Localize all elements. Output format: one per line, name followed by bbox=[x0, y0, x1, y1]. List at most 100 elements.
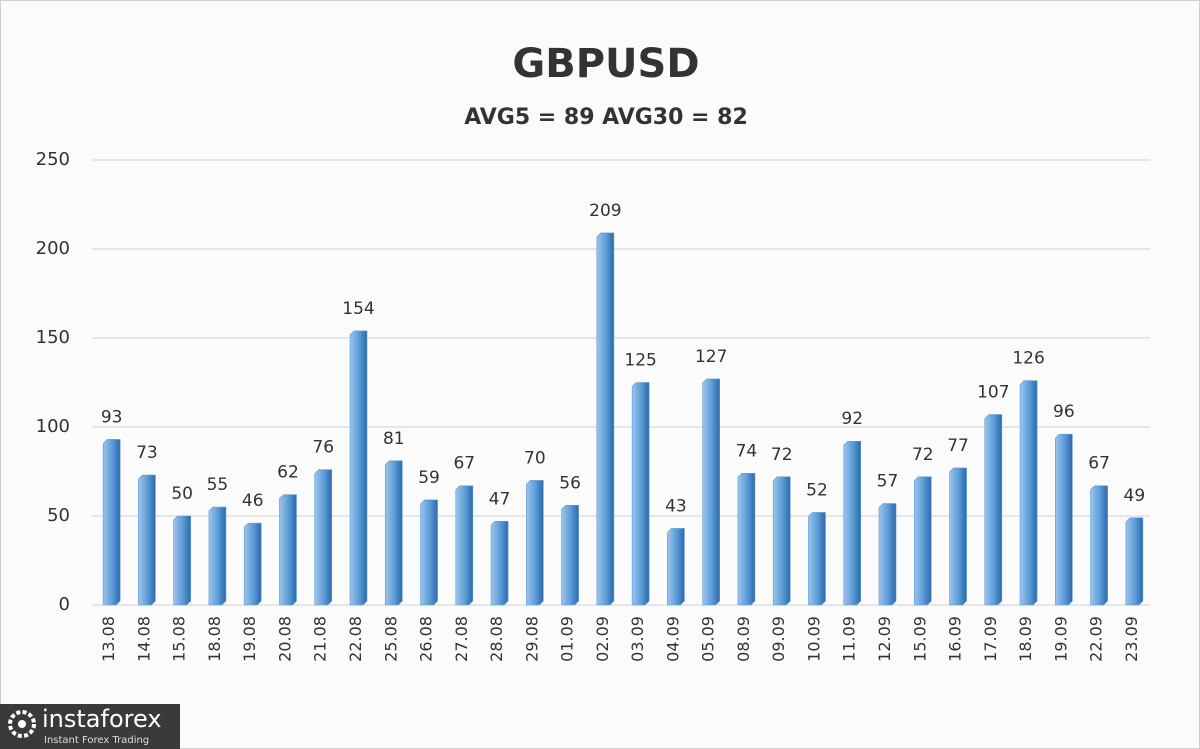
x-tick-label: 18.08 bbox=[205, 616, 224, 662]
logo-name: instaforex bbox=[42, 705, 162, 733]
x-tick-label: 02.09 bbox=[593, 616, 612, 662]
x-tick-label: 16.09 bbox=[946, 616, 965, 662]
x-tick-label: 22.08 bbox=[346, 616, 365, 662]
y-tick-label: 200 bbox=[36, 238, 70, 259]
x-tick-label: 26.08 bbox=[417, 616, 436, 662]
x-tick-label: 12.09 bbox=[875, 616, 894, 662]
bar bbox=[631, 382, 650, 606]
bar bbox=[208, 506, 227, 606]
x-tick-label: 05.09 bbox=[699, 616, 718, 662]
value-label: 125 bbox=[624, 351, 656, 371]
x-tick-label: 20.08 bbox=[275, 616, 294, 662]
logo: instaforex Instant Forex Trading bbox=[0, 704, 180, 749]
x-tick-label: 15.09 bbox=[910, 616, 929, 662]
value-label: 127 bbox=[695, 347, 727, 367]
value-label: 81 bbox=[383, 429, 405, 449]
x-tick-label: 21.08 bbox=[311, 616, 330, 662]
bar bbox=[949, 467, 967, 606]
bar bbox=[702, 378, 720, 606]
value-label: 67 bbox=[1088, 454, 1110, 474]
bar bbox=[1090, 485, 1108, 606]
x-tick-label: 22.09 bbox=[1087, 616, 1106, 662]
value-label: 77 bbox=[947, 436, 969, 456]
value-label: 43 bbox=[665, 496, 687, 516]
value-label: 74 bbox=[736, 441, 758, 461]
bar bbox=[279, 494, 297, 606]
x-tick-label: 27.08 bbox=[452, 616, 471, 662]
bar bbox=[102, 439, 121, 606]
y-tick-label: 0 bbox=[59, 594, 70, 615]
value-label: 52 bbox=[806, 480, 828, 500]
value-label: 49 bbox=[1124, 486, 1146, 506]
x-tick-label: 08.09 bbox=[734, 616, 753, 662]
bar bbox=[526, 480, 544, 606]
logo-icon bbox=[8, 710, 36, 738]
x-tick-label: 23.09 bbox=[1122, 616, 1141, 662]
value-label: 72 bbox=[912, 445, 934, 465]
value-label: 59 bbox=[418, 468, 440, 488]
bar bbox=[314, 469, 333, 606]
bar bbox=[490, 521, 509, 606]
bar bbox=[984, 414, 1003, 606]
value-label: 107 bbox=[977, 383, 1009, 403]
value-label: 154 bbox=[342, 299, 374, 319]
value-label: 56 bbox=[559, 473, 581, 493]
x-tick-label: 03.09 bbox=[628, 616, 647, 662]
y-tick-label: 100 bbox=[36, 416, 70, 437]
x-tick-label: 01.09 bbox=[558, 616, 577, 662]
bar bbox=[878, 503, 897, 606]
logo-background bbox=[0, 704, 180, 749]
value-label: 55 bbox=[207, 475, 229, 495]
value-label: 57 bbox=[877, 472, 899, 492]
bar bbox=[349, 330, 368, 606]
x-tick-label: 13.08 bbox=[99, 616, 118, 662]
x-tick-label: 04.09 bbox=[663, 616, 682, 662]
value-label: 96 bbox=[1053, 402, 1075, 422]
value-label: 76 bbox=[312, 438, 334, 458]
x-tick-label: 19.08 bbox=[240, 616, 259, 662]
value-label: 92 bbox=[841, 409, 863, 429]
y-tick-label: 150 bbox=[36, 327, 70, 348]
x-tick-label: 19.09 bbox=[1051, 616, 1070, 662]
value-label: 93 bbox=[101, 407, 123, 427]
logo-icon-center bbox=[18, 720, 26, 728]
value-label: 47 bbox=[489, 489, 511, 509]
value-label: 70 bbox=[524, 448, 546, 468]
bar bbox=[772, 476, 791, 606]
bar bbox=[843, 440, 862, 606]
bar bbox=[913, 476, 932, 606]
bar bbox=[384, 460, 403, 606]
value-label: 67 bbox=[453, 454, 475, 474]
bar bbox=[420, 499, 438, 606]
bar bbox=[561, 505, 579, 606]
value-label: 46 bbox=[242, 491, 264, 511]
x-tick-label: 28.08 bbox=[487, 616, 506, 662]
x-tick-label: 14.08 bbox=[134, 616, 153, 662]
value-label: 126 bbox=[1012, 349, 1044, 369]
bar bbox=[138, 474, 156, 606]
x-tick-label: 17.09 bbox=[981, 616, 1000, 662]
x-tick-label: 25.08 bbox=[381, 616, 400, 662]
chart-title: GBPUSD bbox=[512, 41, 699, 87]
x-tick-label: 18.09 bbox=[1016, 616, 1035, 662]
x-tick-label: 11.09 bbox=[840, 616, 859, 662]
value-label: 72 bbox=[771, 445, 793, 465]
bar bbox=[1055, 433, 1073, 606]
value-label: 209 bbox=[589, 201, 621, 221]
x-tick-label: 29.08 bbox=[522, 616, 541, 662]
bar bbox=[1125, 517, 1144, 606]
bar bbox=[808, 512, 826, 606]
x-tick-label: 09.09 bbox=[769, 616, 788, 662]
y-tick-label: 250 bbox=[36, 149, 70, 170]
bar bbox=[596, 232, 615, 606]
value-label: 50 bbox=[171, 484, 193, 504]
value-label: 73 bbox=[136, 443, 158, 463]
logo-tagline: Instant Forex Trading bbox=[44, 735, 149, 746]
bar bbox=[1019, 380, 1038, 606]
value-label: 62 bbox=[277, 463, 299, 483]
x-tick-label: 10.09 bbox=[804, 616, 823, 662]
x-tick-label: 15.08 bbox=[170, 616, 189, 662]
y-tick-label: 50 bbox=[47, 505, 70, 526]
bar bbox=[173, 515, 191, 606]
